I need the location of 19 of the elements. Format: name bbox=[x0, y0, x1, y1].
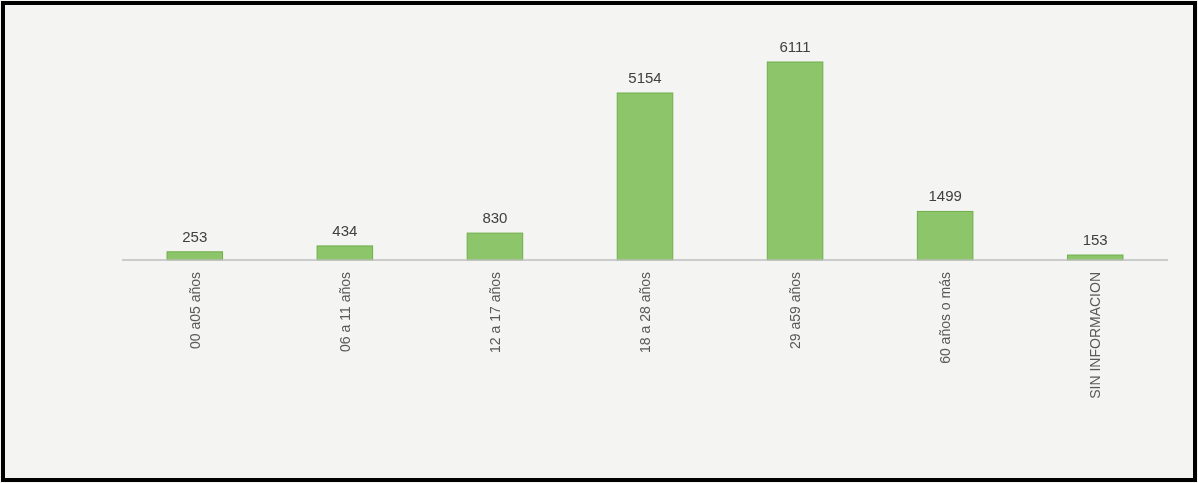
bar bbox=[616, 92, 674, 261]
bar bbox=[916, 210, 974, 261]
data-label: 1499 bbox=[928, 187, 962, 205]
data-label: 153 bbox=[1082, 231, 1108, 249]
bar bbox=[466, 232, 524, 261]
data-label: 253 bbox=[182, 227, 208, 245]
x-tick-label: 60 años o más bbox=[937, 272, 954, 364]
data-label: 434 bbox=[332, 221, 358, 239]
x-tick-label: 18 a 28 años bbox=[637, 272, 653, 353]
data-label: 5154 bbox=[628, 69, 662, 87]
x-tick-label: 12 a 17 años bbox=[486, 272, 503, 353]
data-label: 6111 bbox=[779, 38, 811, 55]
x-tick-label: 06 a 11 años bbox=[336, 272, 353, 352]
x-tick-label: 00 a05 años bbox=[186, 272, 203, 350]
x-tick-label: 29 a59 años bbox=[787, 272, 804, 350]
bar bbox=[766, 61, 824, 261]
bar bbox=[316, 245, 374, 261]
data-label: 830 bbox=[482, 209, 508, 227]
x-tick-label: SIN INFORMACION bbox=[1087, 272, 1104, 399]
